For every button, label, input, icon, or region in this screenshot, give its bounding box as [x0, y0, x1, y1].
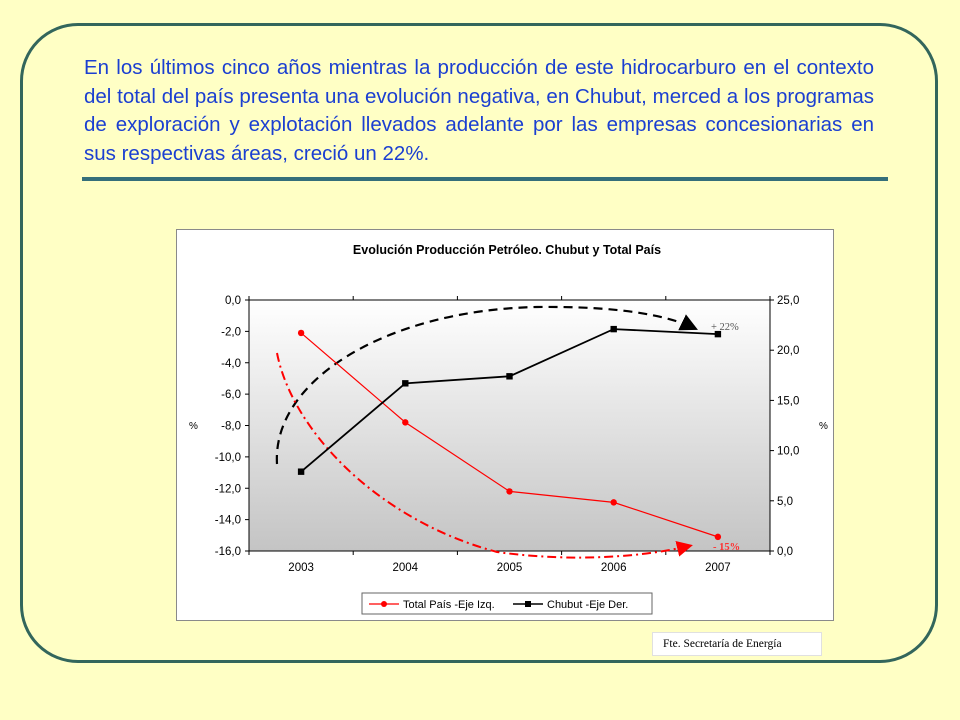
source-note: Fte. Secretaría de Energía	[652, 632, 822, 656]
total-trend-arrow	[276, 352, 693, 559]
chart-title: Evolución Producción Petróleo. Chubut y …	[353, 243, 661, 257]
left-tick-label: -16,0	[215, 546, 241, 558]
total-change-label: - 15%	[713, 542, 740, 553]
legend: Total País -Eje Izq. Chubut -Eje Der.	[361, 592, 653, 615]
right-tick-label: 5,0	[777, 496, 793, 508]
left-tick-label: -2,0	[221, 326, 241, 338]
series-total-point	[714, 533, 722, 541]
x-tick-label: 2007	[705, 562, 731, 574]
x-tick-label: 2006	[601, 562, 627, 574]
series-total-point	[506, 488, 513, 495]
right-tick-label: 15,0	[777, 395, 799, 407]
legend-total-label: Total País -Eje Izq.	[403, 599, 495, 611]
x-tick-label: 2003	[288, 562, 314, 574]
series-chubut-point	[297, 468, 305, 475]
series-chubut-point	[506, 373, 513, 380]
left-tick-label: -14,0	[215, 515, 241, 527]
left-tick-label: -10,0	[215, 452, 241, 464]
series-chubut-point	[610, 325, 617, 333]
x-tick-label: 2005	[497, 562, 523, 574]
chart-svg: Evolución Producción Petróleo. Chubut y …	[189, 243, 828, 615]
summary-paragraph: En los últimos cinco años mientras la pr…	[84, 56, 874, 165]
series-total-point	[610, 499, 617, 506]
chubut-trend-arrow	[275, 305, 698, 465]
plot-area	[249, 300, 770, 551]
chubut-change-label: + 22%	[711, 322, 739, 333]
left-axis-label: %	[189, 421, 198, 432]
series-layer	[297, 325, 722, 541]
right-axis-label: %	[819, 421, 828, 432]
x-tick-label: 2004	[393, 562, 419, 574]
left-tick-label: -4,0	[221, 358, 241, 370]
rounded-frame	[20, 23, 938, 663]
chart-container: Evolución Producción Petróleo. Chubut y …	[176, 229, 834, 621]
annotations: + 22% - 15%	[275, 305, 740, 559]
left-tick-label: -6,0	[221, 389, 241, 401]
right-tick-label: 20,0	[777, 345, 799, 357]
divider-rule	[82, 177, 888, 181]
series-chubut-point	[714, 330, 722, 338]
axes: 0,0 -2,0 -4,0 -6,0 -8,0 -10,0 -12,0 -14,0 -16,0 2…	[189, 295, 828, 574]
left-tick-label: 0,0	[225, 295, 241, 307]
series-total-point	[297, 329, 305, 337]
right-tick-label: 25,0	[777, 295, 799, 307]
series-total-point	[402, 419, 409, 426]
right-tick-label: 0,0	[777, 546, 793, 558]
right-tick-label: 10,0	[777, 446, 799, 458]
legend-chubut-label: Chubut -Eje Der.	[547, 599, 628, 611]
series-chubut-point	[402, 380, 409, 387]
left-tick-label: -12,0	[215, 483, 241, 495]
left-tick-label: -8,0	[221, 421, 241, 433]
